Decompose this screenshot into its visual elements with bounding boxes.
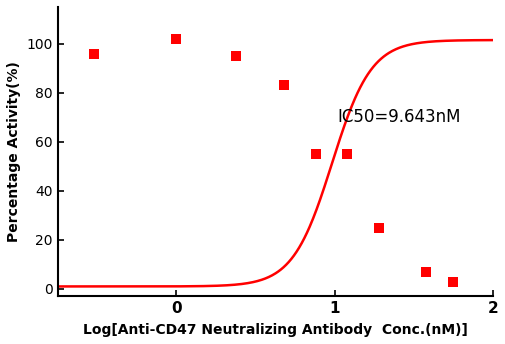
Point: [449, 279, 457, 284]
Point: [232, 53, 240, 59]
Point: [343, 151, 351, 157]
Point: [422, 269, 430, 275]
Point: [312, 151, 320, 157]
Point: [90, 51, 98, 56]
Point: [280, 83, 288, 88]
Point: [375, 225, 383, 230]
Point: [172, 36, 180, 42]
Text: IC50=9.643nM: IC50=9.643nM: [338, 108, 461, 126]
Y-axis label: Percentage Activity(%): Percentage Activity(%): [7, 61, 21, 242]
X-axis label: Log[Anti-CD47 Neutralizing Antibody  Conc.(nM)]: Log[Anti-CD47 Neutralizing Antibody Conc…: [83, 323, 468, 337]
